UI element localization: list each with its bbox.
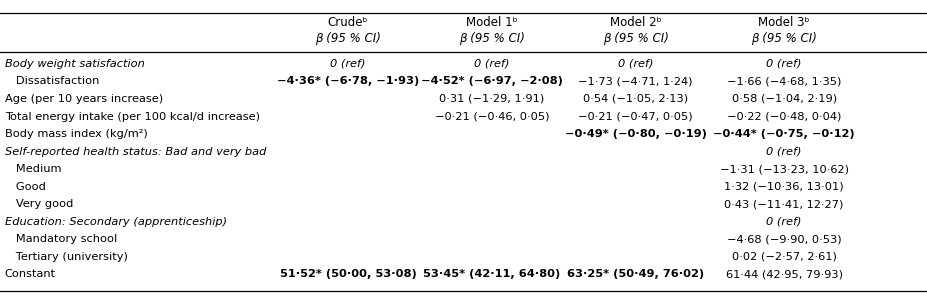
Text: 0 (ref): 0 (ref) — [474, 59, 509, 69]
Text: Education: Secondary (apprenticeship): Education: Secondary (apprenticeship) — [5, 217, 226, 227]
Text: Crudeᵇ: Crudeᵇ — [327, 16, 368, 29]
Text: Medium: Medium — [5, 164, 61, 174]
Text: −0·44* (−0·75, −0·12): −0·44* (−0·75, −0·12) — [713, 129, 854, 139]
Text: Model 2ᵇ: Model 2ᵇ — [609, 16, 661, 29]
Text: 0 (ref): 0 (ref) — [330, 59, 365, 69]
Text: β (95 % CI): β (95 % CI) — [603, 32, 667, 45]
Text: 51·52* (50·00, 53·08): 51·52* (50·00, 53·08) — [279, 269, 416, 279]
Text: 0·54 (−1·05, 2·13): 0·54 (−1·05, 2·13) — [582, 94, 688, 104]
Text: −4·36* (−6·78, −1·93): −4·36* (−6·78, −1·93) — [276, 76, 419, 86]
Text: Age (per 10 years increase): Age (per 10 years increase) — [5, 94, 162, 104]
Text: −0·49* (−0·80, −0·19): −0·49* (−0·80, −0·19) — [565, 129, 705, 139]
Text: 63·25* (50·49, 76·02): 63·25* (50·49, 76·02) — [566, 269, 704, 279]
Text: Self-reported health status: Bad and very bad: Self-reported health status: Bad and ver… — [5, 147, 266, 157]
Text: β (95 % CI): β (95 % CI) — [751, 32, 816, 45]
Text: Total energy intake (per 100 kcal/d increase): Total energy intake (per 100 kcal/d incr… — [5, 112, 260, 122]
Text: Dissatisfaction: Dissatisfaction — [5, 76, 99, 86]
Text: Constant: Constant — [5, 269, 56, 279]
Text: Mandatory school: Mandatory school — [5, 234, 117, 244]
Text: −1·66 (−4·68, 1·35): −1·66 (−4·68, 1·35) — [726, 76, 841, 86]
Text: Body weight satisfaction: Body weight satisfaction — [5, 59, 145, 69]
Text: 0·31 (−1·29, 1·91): 0·31 (−1·29, 1·91) — [438, 94, 544, 104]
Text: 61·44 (42·95, 79·93): 61·44 (42·95, 79·93) — [725, 269, 842, 279]
Text: −0·21 (−0·46, 0·05): −0·21 (−0·46, 0·05) — [434, 112, 549, 122]
Text: β (95 % CI): β (95 % CI) — [459, 32, 524, 45]
Text: −1·31 (−13·23, 10·62): −1·31 (−13·23, 10·62) — [718, 164, 848, 174]
Text: 1·32 (−10·36, 13·01): 1·32 (−10·36, 13·01) — [724, 182, 843, 192]
Text: 0 (ref): 0 (ref) — [617, 59, 653, 69]
Text: 0 (ref): 0 (ref) — [766, 59, 801, 69]
Text: −1·73 (−4·71, 1·24): −1·73 (−4·71, 1·24) — [578, 76, 692, 86]
Text: −4·68 (−9·90, 0·53): −4·68 (−9·90, 0·53) — [726, 234, 841, 244]
Text: 0 (ref): 0 (ref) — [766, 147, 801, 157]
Text: Very good: Very good — [5, 199, 73, 209]
Text: β (95 % CI): β (95 % CI) — [315, 32, 380, 45]
Text: Tertiary (university): Tertiary (university) — [5, 252, 127, 262]
Text: 0·02 (−2·57, 2·61): 0·02 (−2·57, 2·61) — [730, 252, 836, 262]
Text: Model 3ᵇ: Model 3ᵇ — [757, 16, 809, 29]
Text: −4·52* (−6·97, −2·08): −4·52* (−6·97, −2·08) — [421, 76, 562, 86]
Text: 53·45* (42·11, 64·80): 53·45* (42·11, 64·80) — [423, 269, 560, 279]
Text: 0·43 (−11·41, 12·27): 0·43 (−11·41, 12·27) — [724, 199, 843, 209]
Text: Model 1ᵇ: Model 1ᵇ — [465, 16, 517, 29]
Text: Good: Good — [5, 182, 45, 192]
Text: Body mass index (kg/m²): Body mass index (kg/m²) — [5, 129, 147, 139]
Text: −0·22 (−0·48, 0·04): −0·22 (−0·48, 0·04) — [726, 112, 841, 122]
Text: 0 (ref): 0 (ref) — [766, 217, 801, 227]
Text: −0·21 (−0·47, 0·05): −0·21 (−0·47, 0·05) — [578, 112, 692, 122]
Text: 0·58 (−1·04, 2·19): 0·58 (−1·04, 2·19) — [730, 94, 836, 104]
